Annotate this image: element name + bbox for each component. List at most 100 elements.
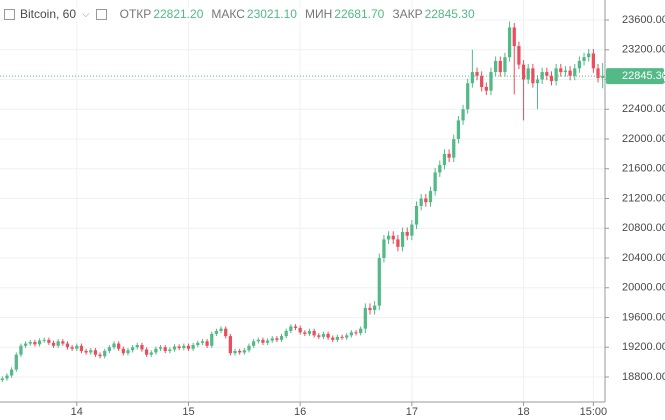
candle-body — [559, 68, 563, 73]
candle-body — [312, 330, 316, 336]
symbol-icon[interactable] — [4, 8, 15, 20]
candle-body — [410, 224, 414, 236]
candle-body — [433, 172, 437, 192]
candle-body — [303, 332, 307, 334]
candle-body — [568, 70, 572, 76]
info-value: 22681.70 — [334, 7, 385, 21]
candle-body — [93, 350, 98, 355]
candle-body — [154, 348, 158, 353]
candle-body — [168, 349, 172, 351]
x-tick-label: 14 — [71, 406, 83, 418]
candle-body — [596, 68, 600, 78]
info-label: ЗАКР — [392, 7, 423, 21]
candle-body — [438, 165, 442, 173]
candle-body — [158, 347, 163, 349]
candle-body — [177, 346, 181, 349]
candle-body — [326, 333, 330, 338]
candle-body — [214, 330, 219, 334]
candle-body — [117, 343, 121, 349]
candle-body — [424, 198, 428, 203]
info-label: ОТКР — [119, 7, 152, 21]
candle-body — [270, 338, 274, 341]
info-value: 22821.20 — [153, 7, 204, 21]
candle-body — [563, 70, 568, 73]
candle-body — [531, 68, 535, 84]
candle-body — [489, 72, 493, 91]
candle-body — [121, 348, 125, 354]
candle-body — [452, 139, 456, 158]
candle-body — [238, 350, 242, 353]
x-tick-label: 17 — [406, 406, 418, 418]
candle-body — [414, 205, 419, 225]
y-tick-label: 18800.00 — [622, 371, 665, 383]
candle-body — [28, 342, 32, 344]
candle-body — [447, 153, 451, 158]
chevron[interactable]: ⌵ — [82, 8, 90, 20]
last-price-label: 22845.30 — [622, 70, 665, 82]
y-tick-label: 22000.00 — [622, 133, 665, 145]
info-label: МИН — [304, 7, 333, 21]
candle-body — [456, 120, 461, 140]
candle-body — [79, 345, 84, 351]
candle-body — [349, 332, 353, 336]
candle-body — [503, 57, 507, 73]
candle-body — [19, 345, 23, 355]
y-tick-label: 21600.00 — [622, 163, 665, 175]
candle-body — [135, 345, 139, 348]
candle-body — [279, 336, 284, 340]
candle-body — [98, 354, 102, 357]
candle-body — [275, 338, 279, 340]
y-tick-label: 21200.00 — [622, 192, 665, 204]
candle-body — [14, 354, 18, 370]
candle-body — [396, 239, 400, 247]
candle-body — [554, 68, 558, 81]
candle-body — [526, 68, 530, 80]
candle-body — [140, 345, 144, 350]
candle-body — [252, 341, 256, 346]
candle-body — [75, 345, 79, 349]
candle-body — [51, 342, 56, 346]
candle-body — [354, 332, 358, 334]
candle-body — [0, 378, 4, 380]
y-tick-label: 23200.00 — [622, 44, 665, 56]
candle-body — [33, 342, 37, 345]
candle-body — [200, 341, 205, 343]
candle-body — [149, 352, 153, 355]
candle-body — [573, 68, 577, 76]
visibility-icon[interactable] — [95, 8, 107, 20]
candle-body — [475, 72, 479, 76]
candle-body — [265, 340, 270, 343]
candle-body — [517, 46, 521, 65]
candle-body — [494, 60, 498, 73]
candle-body — [442, 153, 447, 166]
candle-body — [56, 341, 60, 346]
candle-body — [10, 369, 14, 376]
candle-body — [400, 231, 405, 247]
candle-body — [419, 198, 423, 206]
candle-body — [70, 347, 74, 349]
candle-body — [47, 339, 51, 343]
candle-body — [545, 72, 549, 76]
candle-body — [219, 328, 223, 331]
candle-body — [405, 231, 409, 236]
candle-body — [577, 60, 582, 69]
candle-body — [359, 328, 363, 334]
candle-body — [470, 72, 474, 84]
candle-body — [373, 305, 377, 311]
candle-body — [65, 343, 70, 348]
candle-body — [340, 336, 344, 338]
last-price-box — [606, 68, 664, 85]
x-tick-label: 15 — [182, 406, 194, 418]
candle-body — [163, 347, 167, 351]
candle-body — [61, 341, 65, 344]
ohlc-info: ОТКР 22821.20 МАКС 23021.10 МИН 22681.70 ЗАКР 2… — [112, 7, 475, 21]
candle-body — [131, 347, 135, 351]
candle-body — [242, 350, 246, 353]
candle-body — [428, 191, 433, 203]
candle-body — [512, 27, 516, 47]
candle-body — [307, 330, 312, 334]
candle-body — [233, 350, 237, 354]
candle-body — [42, 339, 46, 341]
